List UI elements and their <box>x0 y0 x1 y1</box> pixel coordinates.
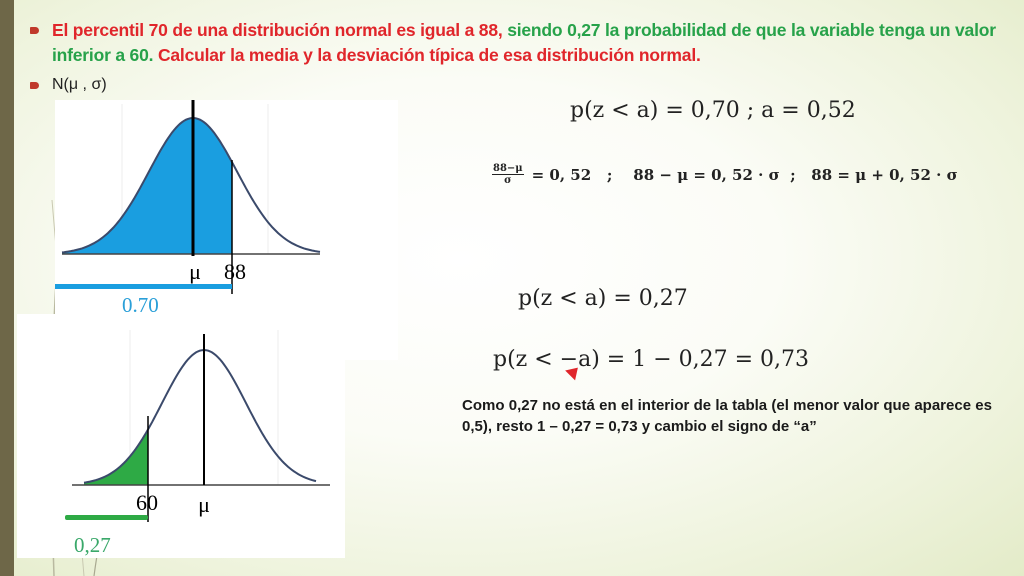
statement-part-3: Calcular la media y la desviación típica… <box>153 45 701 65</box>
bottom-shaded-area <box>84 429 148 485</box>
top-probability-bar <box>55 284 232 289</box>
bottom-normal-curve <box>83 348 317 484</box>
explanation-note: Como 0,27 no está en el interior de la t… <box>462 397 992 435</box>
fraction-denominator: σ <box>504 175 512 186</box>
fraction: 88−μ σ <box>492 163 524 186</box>
bottom-probability-bar <box>65 515 148 520</box>
top-value-label: 88 <box>224 259 246 284</box>
bullet-icon <box>30 27 39 34</box>
top-shaded-area <box>62 118 232 254</box>
top-probability-label: 0.70 <box>122 293 159 317</box>
top-mean-label: μ <box>189 259 201 284</box>
slide-side-strip <box>0 0 14 576</box>
equation-standardization: 88−μ σ = 0, 52 ; 88 − μ = 0, 52 · σ ; 88 … <box>492 163 958 186</box>
statement-part-2: siendo 0,27 la probabilidad de que la va… <box>52 20 996 65</box>
bottom-mean-label: μ <box>198 492 210 517</box>
bottom-value-label: 60 <box>136 490 158 515</box>
normal-notation: N(μ , σ) <box>52 76 107 93</box>
fraction-numerator: 88−μ <box>492 163 524 175</box>
equation-prob-027: p(z < a) = 0,27 <box>518 286 688 311</box>
equation-complement: p(z < −a) = 1 − 0,27 = 0,73 <box>493 347 810 372</box>
bullet-icon <box>30 82 39 89</box>
statement-part-1: El percentil 70 de una distribución norm… <box>52 20 503 40</box>
equation-percentile-70: p(z < a) = 0,70 ; a = 0,52 <box>570 98 856 123</box>
bottom-probability-label: 0,27 <box>74 533 111 557</box>
normal-distribution-figures: μ 88 0.70 60 μ 0,27 <box>55 100 330 557</box>
equation-rest: = 0, 52 ; 88 − μ = 0, 52 · σ ; 88 = μ + … <box>531 165 958 184</box>
problem-statement: El percentil 70 de una distribución norm… <box>52 18 1002 68</box>
top-normal-curve <box>61 117 321 254</box>
